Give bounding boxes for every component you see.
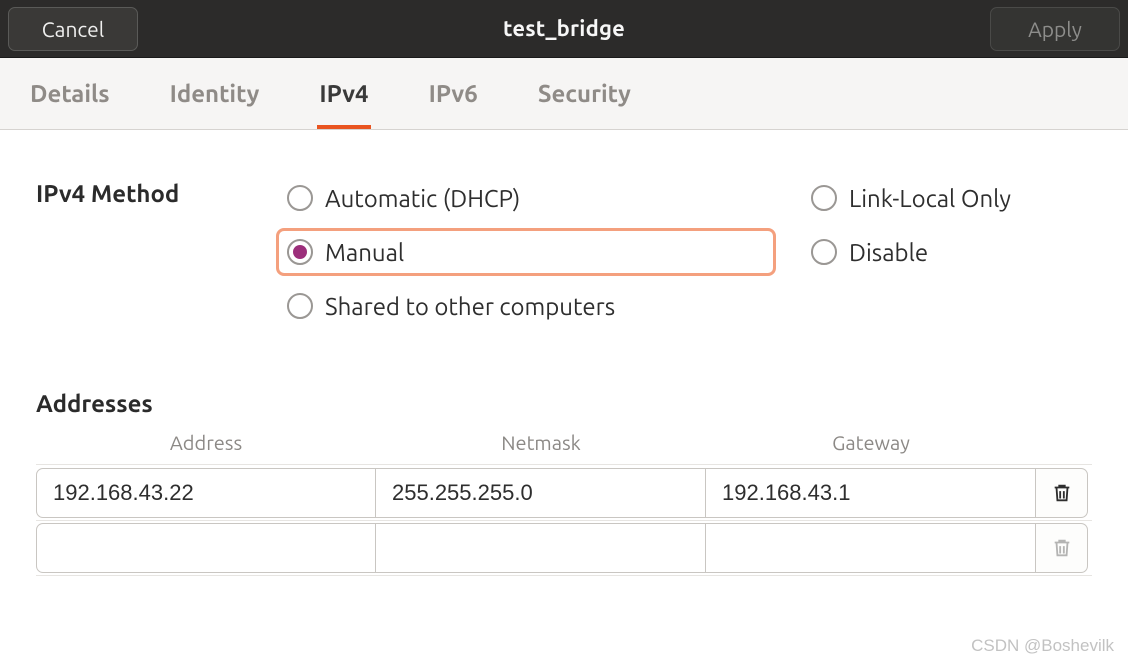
radio-shared[interactable]: Shared to other computers [276, 282, 638, 330]
addresses-header: Address Netmask Gateway [36, 427, 1092, 464]
tab-identity[interactable]: Identity [168, 62, 262, 129]
radio-link-local[interactable]: Link-Local Only [800, 174, 1024, 222]
header-address: Address [36, 431, 376, 454]
tab-ipv4[interactable]: IPv4 [317, 62, 370, 129]
ipv4-method-label: IPv4 Method [36, 174, 276, 207]
radio-automatic-dhcp[interactable]: Automatic (DHCP) [276, 174, 776, 222]
gateway-input[interactable] [706, 468, 1036, 518]
radio-icon [287, 185, 313, 211]
address-row [36, 464, 1092, 520]
tab-bar: Details Identity IPv4 IPv6 Security [0, 58, 1128, 130]
header-gateway: Gateway [706, 431, 1036, 454]
address-row [36, 520, 1092, 576]
radio-icon [811, 185, 837, 211]
radio-label: Shared to other computers [325, 293, 615, 320]
radio-icon [811, 239, 837, 265]
radio-label: Link-Local Only [849, 185, 1011, 212]
radio-manual[interactable]: Manual [276, 228, 776, 276]
radio-icon [287, 293, 313, 319]
address-input[interactable] [36, 523, 376, 573]
header-netmask: Netmask [376, 431, 706, 454]
ipv4-method-row: IPv4 Method Automatic (DHCP) Link-Local … [36, 174, 1092, 330]
radio-label: Automatic (DHCP) [325, 185, 520, 212]
netmask-input[interactable] [376, 468, 706, 518]
trash-icon [1051, 481, 1073, 505]
window-title: test_bridge [146, 16, 982, 41]
watermark: CSDN @Boshevilk [971, 636, 1114, 656]
tab-details[interactable]: Details [28, 62, 112, 129]
apply-button[interactable]: Apply [990, 7, 1120, 51]
delete-row-button[interactable] [1036, 523, 1088, 573]
address-input[interactable] [36, 468, 376, 518]
ipv4-method-grid: Automatic (DHCP) Link-Local Only Manual … [276, 174, 1024, 330]
titlebar: Cancel test_bridge Apply [0, 0, 1128, 58]
tab-ipv6[interactable]: IPv6 [427, 62, 480, 129]
radio-disable[interactable]: Disable [800, 228, 1024, 276]
radio-icon [287, 239, 313, 265]
netmask-input[interactable] [376, 523, 706, 573]
addresses-title: Addresses [36, 390, 1092, 417]
delete-row-button[interactable] [1036, 468, 1088, 518]
trash-icon [1051, 536, 1073, 560]
tab-security[interactable]: Security [536, 62, 633, 129]
ipv4-panel: IPv4 Method Automatic (DHCP) Link-Local … [0, 130, 1128, 576]
gateway-input[interactable] [706, 523, 1036, 573]
cancel-button[interactable]: Cancel [8, 7, 138, 51]
radio-label: Manual [325, 239, 404, 266]
radio-label: Disable [849, 239, 928, 266]
addresses-section: Addresses Address Netmask Gateway [36, 390, 1092, 576]
